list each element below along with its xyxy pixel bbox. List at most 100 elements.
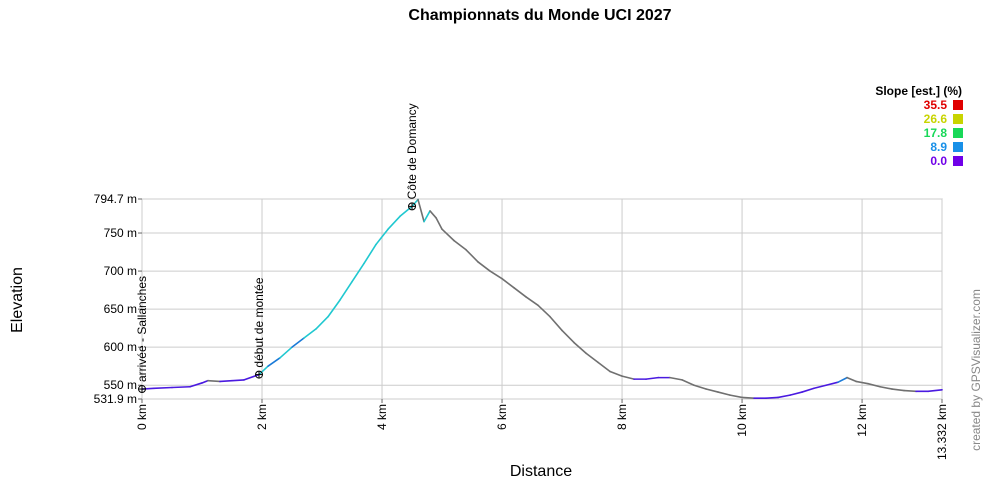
elevation-segment xyxy=(258,365,269,376)
elevation-segment xyxy=(573,341,587,355)
elevation-segment xyxy=(207,379,221,383)
elevation-segment xyxy=(891,388,905,392)
elevation-segment xyxy=(351,262,365,283)
legend-value: 17.8 xyxy=(924,126,948,140)
elevation-segment xyxy=(777,394,791,399)
legend-swatch xyxy=(953,156,963,166)
elevation-segment xyxy=(705,388,719,393)
elevation-segment xyxy=(189,382,203,388)
elevation-segment xyxy=(453,239,467,251)
x-tick-label: 0 km xyxy=(135,404,149,430)
legend-swatch xyxy=(953,128,963,138)
elevation-segment xyxy=(855,380,869,385)
y-tick-label: 650 m xyxy=(104,302,137,316)
elevation-segment xyxy=(765,396,779,399)
elevation-segment xyxy=(375,228,389,246)
elevation-segment xyxy=(645,376,659,380)
x-tick-label: 4 km xyxy=(375,404,389,430)
x-tick-label: 8 km xyxy=(615,404,629,430)
waypoint-label: arrivée - Sallanches xyxy=(135,276,149,382)
elevation-segment xyxy=(501,277,515,289)
elevation-segment xyxy=(741,396,755,399)
elevation-segment xyxy=(729,394,743,399)
elevation-segment xyxy=(171,385,191,389)
y-tick-label: 794.7 m xyxy=(94,192,137,206)
legend-value: 8.9 xyxy=(930,140,947,154)
elevation-segment xyxy=(489,270,503,280)
x-tick-label: 2 km xyxy=(255,404,269,430)
waypoint-label: Côte de Domancy xyxy=(405,103,419,199)
x-axis-label: Distance xyxy=(510,463,572,480)
elevation-segment xyxy=(585,352,599,364)
x-tick-label: 12 km xyxy=(855,404,869,437)
y-tick-label: 750 m xyxy=(104,226,137,240)
elevation-segment xyxy=(231,379,245,382)
elevation-segment xyxy=(525,296,539,307)
elevation-segment xyxy=(291,337,305,348)
elevation-segment xyxy=(399,205,413,218)
elevation-segment xyxy=(825,381,839,387)
elevation-segment xyxy=(513,287,527,298)
elevation-segment xyxy=(597,361,611,373)
elevation-segment xyxy=(279,346,293,359)
elevation-line xyxy=(141,198,943,399)
elevation-segment xyxy=(441,228,455,242)
x-tick-label: 6 km xyxy=(495,404,509,430)
elevation-segment xyxy=(153,386,173,390)
elevation-segment xyxy=(837,376,848,383)
elevation-segment xyxy=(537,304,551,318)
elevation-segment xyxy=(417,198,425,223)
elevation-segment xyxy=(561,329,575,344)
elevation-segment xyxy=(267,357,281,367)
y-tick-label: 700 m xyxy=(104,264,137,278)
x-tick-label: 13.332 km xyxy=(935,404,949,460)
chart-title: Championnats du Monde UCI 2027 xyxy=(408,7,671,24)
y-tick-label: 600 m xyxy=(104,340,137,354)
legend-title: Slope [est.] (%) xyxy=(875,84,962,98)
elevation-segment xyxy=(693,384,707,390)
elevation-segment xyxy=(879,385,893,390)
elevation-segment xyxy=(339,280,353,301)
elevation-segment xyxy=(243,373,260,381)
elevation-segment xyxy=(717,391,731,396)
elevation-segment xyxy=(219,379,233,383)
legend-value: 35.5 xyxy=(924,98,948,112)
elevation-segment xyxy=(201,379,209,384)
waypoint-label: début de montée xyxy=(252,277,266,367)
elevation-segment xyxy=(903,389,917,393)
elevation-segment xyxy=(621,375,635,380)
y-axis-label: Elevation xyxy=(9,267,26,333)
legend-swatch xyxy=(953,100,963,110)
elevation-segment xyxy=(435,216,443,231)
elevation-segment xyxy=(465,248,479,263)
slope-legend: Slope [est.] (%) 35.526.617.88.90.0 xyxy=(875,84,963,168)
y-tick-label: 550 m xyxy=(104,378,137,392)
elevation-segment xyxy=(315,315,329,330)
elevation-segment xyxy=(867,382,881,388)
elevation-segment xyxy=(303,328,317,339)
elevation-segment xyxy=(789,391,803,396)
elevation-segment xyxy=(801,387,815,393)
elevation-segment xyxy=(813,384,827,390)
elevation-segment xyxy=(549,315,563,332)
elevation-segment xyxy=(609,370,623,377)
elevation-segment xyxy=(411,198,419,208)
elevation-segment xyxy=(387,215,401,231)
elevation-segment xyxy=(846,376,857,383)
elevation-segment xyxy=(363,243,377,265)
grid xyxy=(141,198,943,400)
y-tick-label: 531.9 m xyxy=(94,392,137,406)
elevation-segment xyxy=(477,261,491,272)
legend-swatch xyxy=(953,142,963,152)
elevation-segment xyxy=(327,299,341,318)
credit-text: created by GPSVisualizer.com xyxy=(969,289,983,451)
legend-swatch xyxy=(953,114,963,124)
legend-value: 26.6 xyxy=(924,112,948,126)
plot-area xyxy=(141,198,943,400)
legend-value: 0.0 xyxy=(930,154,947,168)
waypoints: arrivée - Sallanches début de montée Côte … xyxy=(135,103,419,394)
elevation-segment xyxy=(669,376,683,381)
x-tick-label: 10 km xyxy=(735,404,749,437)
elevation-segment xyxy=(429,210,437,219)
